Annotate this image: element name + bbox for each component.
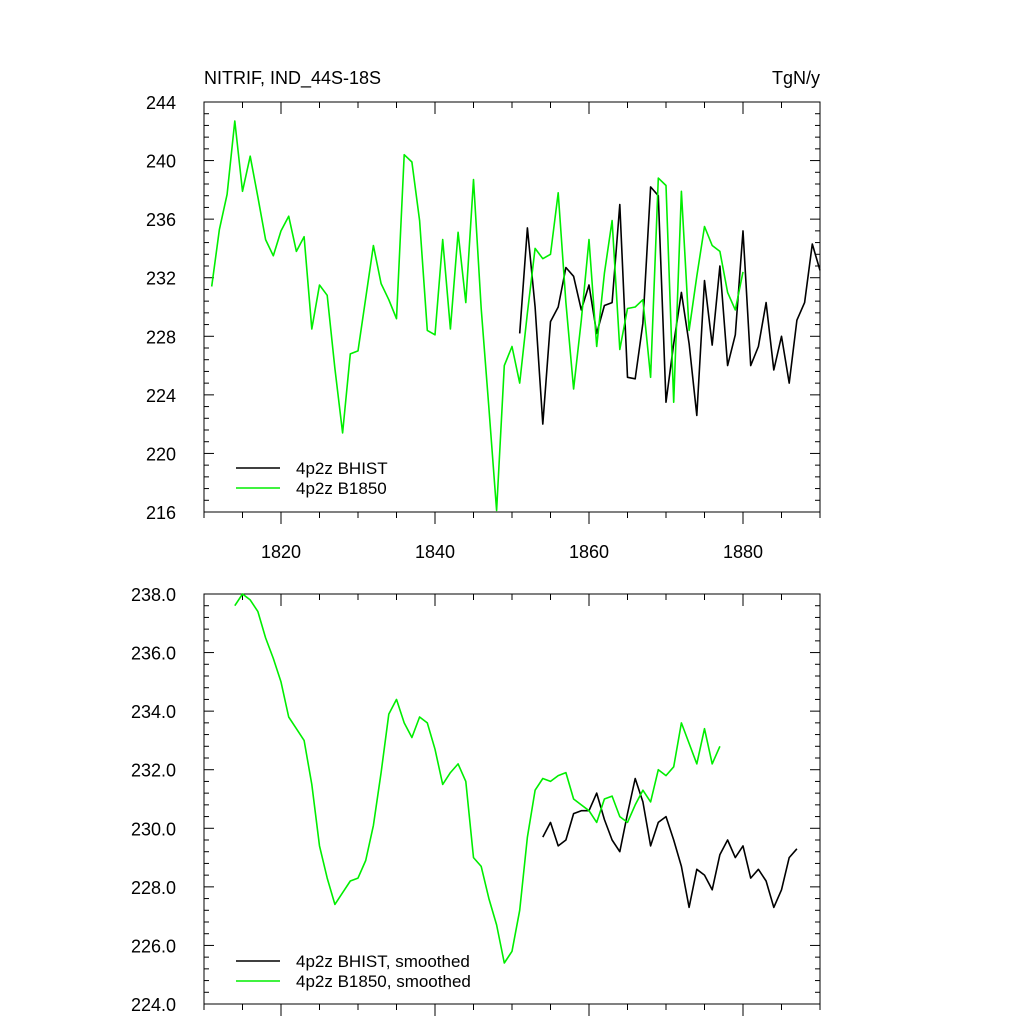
y-tick-label: 228.0 (131, 878, 176, 898)
series-line-0 (542, 777, 798, 909)
plot-frame (203, 593, 821, 1005)
y-tick-label: 220 (146, 444, 176, 464)
y-tick-label: 240 (146, 152, 176, 172)
legend-label-0: 4p2z BHIST, smoothed (296, 952, 470, 971)
x-tick-label: 1860 (569, 542, 609, 562)
y-tick-label: 230.0 (131, 819, 176, 839)
chart-title: NITRIF, IND_44S-18S (204, 68, 381, 89)
legend-label-1: 4p2z B1850 (296, 479, 387, 498)
y-tick-label: 236 (146, 210, 176, 230)
legend-label-1: 4p2z B1850, smoothed (296, 972, 471, 991)
y-tick-label: 232.0 (131, 761, 176, 781)
units-label: TgN/y (772, 68, 820, 88)
y-tick-label: 238.0 (131, 585, 176, 605)
plot-frame (203, 101, 821, 513)
y-tick-label: 228 (146, 327, 176, 347)
x-tick-label: 1840 (415, 542, 455, 562)
y-tick-label: 216 (146, 503, 176, 523)
y-tick-label: 236.0 (131, 644, 176, 664)
y-tick-label: 224.0 (131, 995, 176, 1015)
legend-label-0: 4p2z BHIST (296, 459, 388, 478)
series-line-1 (210, 120, 744, 512)
series-line-1 (234, 593, 721, 964)
y-tick-label: 234.0 (131, 702, 176, 722)
y-tick-label: 226.0 (131, 936, 176, 956)
y-tick-label: 244 (146, 93, 176, 113)
x-tick-label: 1820 (261, 542, 301, 562)
bottom-panel: 224.0 226.0 228.0 230.0 232.0 234.0 236.0 238.0… (131, 585, 821, 1016)
series-line-0 (518, 186, 821, 425)
top-panel: 216 220 224 228 232 236 240 244 1820 1840 1860 1880… (146, 93, 821, 562)
y-tick-label: 232 (146, 269, 176, 289)
y-tick-label: 224 (146, 386, 176, 406)
x-tick-label: 1880 (723, 542, 763, 562)
